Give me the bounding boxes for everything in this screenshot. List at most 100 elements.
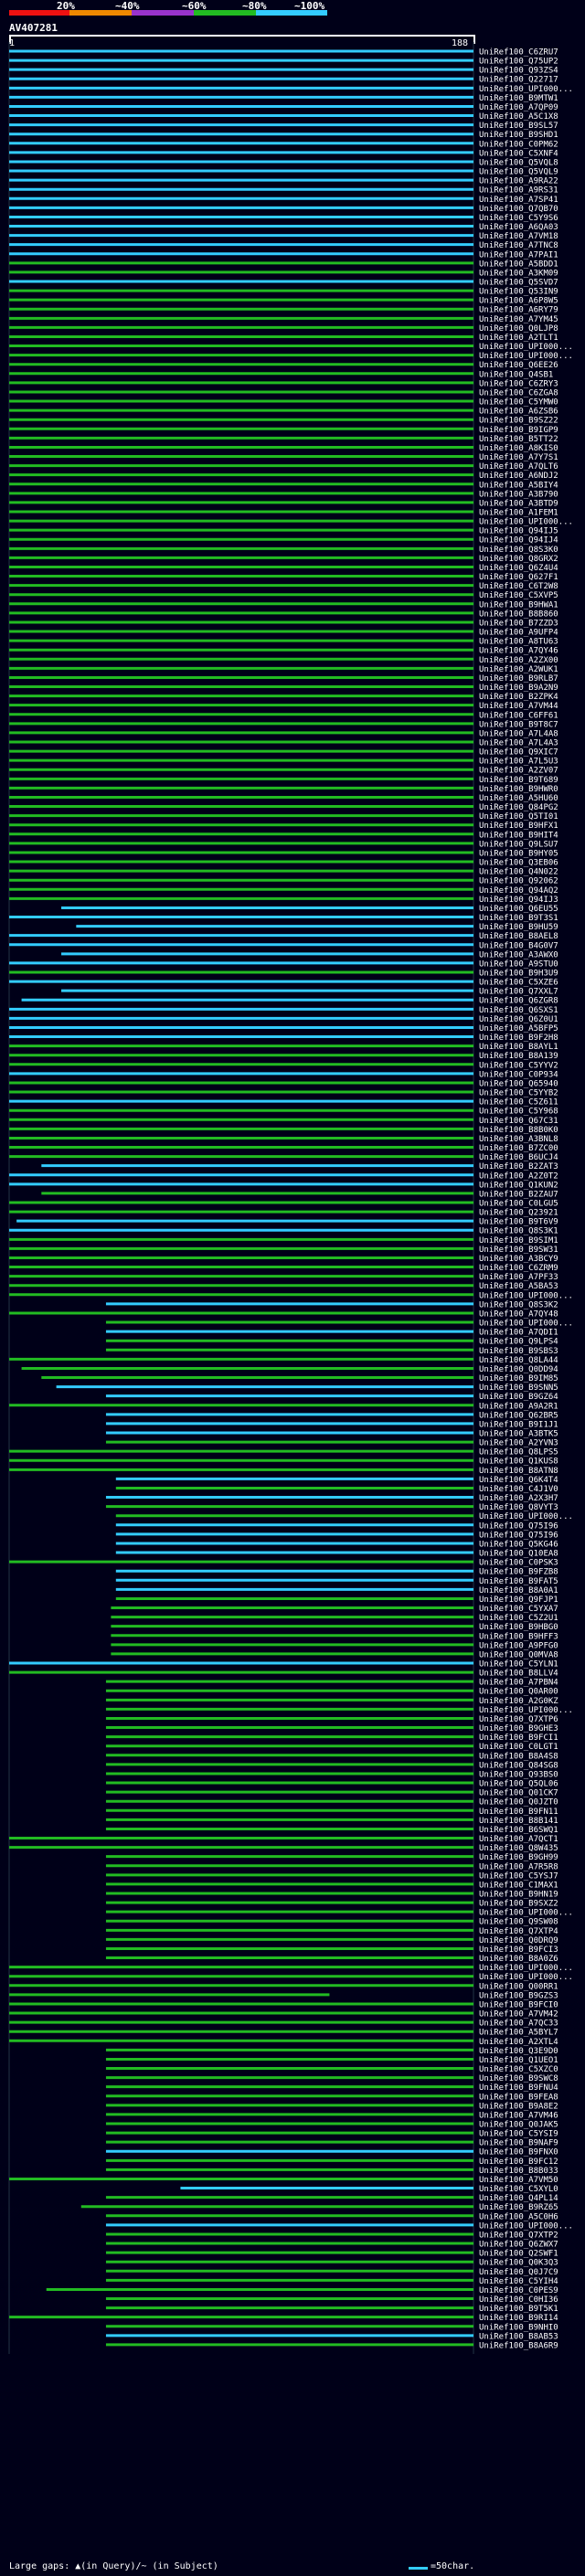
hit-label[interactable]: UniRef100_UPI000...	[479, 518, 573, 527]
hit-label[interactable]: UniRef100_C0P934	[479, 1070, 558, 1079]
hit-label[interactable]: UniRef100_UPI000...	[479, 1909, 573, 1918]
hit-label[interactable]: UniRef100_UPI000...	[479, 85, 573, 94]
hit-row[interactable]: UniRef100_A3BTK5	[105, 1430, 558, 1439]
hit-label[interactable]: UniRef100_B9HFX1	[479, 822, 558, 831]
hit-row[interactable]: UniRef100_Q9LPS4	[105, 1338, 558, 1347]
hit-label[interactable]: UniRef100_Q5TI01	[479, 812, 558, 822]
hit-label[interactable]: UniRef100_C6ZRY3	[479, 379, 558, 388]
hit-row[interactable]: UniRef100_Q0LJP8	[9, 324, 558, 334]
hit-row[interactable]: UniRef100_B6UCJ4	[9, 1153, 558, 1162]
hit-row[interactable]: UniRef100_C0LGT1	[105, 1743, 558, 1752]
hit-row[interactable]: UniRef100_C6ZGA8	[9, 388, 558, 398]
hit-row[interactable]: UniRef100_Q93ZS4	[9, 67, 558, 76]
hit-label[interactable]: UniRef100_Q0DD94	[479, 1365, 558, 1374]
hit-row[interactable]: UniRef100_B6SWQ1	[105, 1826, 558, 1835]
hit-row[interactable]: UniRef100_B8AYL1	[9, 1043, 558, 1052]
hit-row[interactable]: UniRef100_A9RS31	[9, 186, 558, 196]
hit-label[interactable]: UniRef100_Q0AR00	[479, 1688, 558, 1697]
hit-label[interactable]: UniRef100_Q5KG46	[479, 1540, 558, 1549]
hit-label[interactable]: UniRef100_C6ZGA8	[479, 388, 558, 398]
hit-label[interactable]: UniRef100_A9UFP4	[479, 629, 558, 638]
hit-row[interactable]: UniRef100_B8A6R9	[105, 2341, 558, 2350]
hit-row[interactable]: UniRef100_Q75I96	[115, 1521, 558, 1531]
hit-label[interactable]: UniRef100_B8A0A1	[479, 1586, 558, 1595]
hit-row[interactable]: UniRef100_C5XYL0	[180, 2185, 558, 2194]
hit-label[interactable]: UniRef100_UPI000...	[479, 1964, 573, 1973]
hit-label[interactable]: UniRef100_C5YLN1	[479, 1660, 558, 1670]
hit-label[interactable]: UniRef100_Q0JZT0	[479, 1798, 558, 1807]
hit-row[interactable]: UniRef100_B8B033	[105, 2167, 558, 2176]
hit-row[interactable]: UniRef100_A5BIY4	[9, 481, 558, 490]
hit-row[interactable]: UniRef100_A7QY46	[9, 647, 558, 656]
hit-row[interactable]: UniRef100_A7QCT1	[9, 1835, 558, 1844]
hit-row[interactable]: UniRef100_B9FCI3	[105, 1945, 558, 1955]
hit-label[interactable]: UniRef100_B4G0V7	[479, 941, 558, 950]
hit-row[interactable]: UniRef100_C5Z611	[9, 1098, 558, 1108]
hit-label[interactable]: UniRef100_C6FF61	[479, 711, 558, 720]
hit-row[interactable]: UniRef100_B8B0K0	[9, 1126, 558, 1135]
hit-row[interactable]: UniRef100_C0PSK3	[9, 1559, 558, 1568]
hit-row[interactable]: UniRef100_A7QDI1	[105, 1329, 558, 1338]
hit-label[interactable]: UniRef100_Q5SVD7	[479, 279, 558, 288]
hit-label[interactable]: UniRef100_Q94IJ5	[479, 527, 558, 536]
hit-row[interactable]: UniRef100_UPI000...	[105, 1320, 573, 1329]
hit-row[interactable]: UniRef100_Q3E9D0	[105, 2047, 558, 2056]
hit-row[interactable]: UniRef100_Q93BS0	[105, 1770, 558, 1779]
hit-row[interactable]: UniRef100_A5BDD1	[9, 260, 558, 269]
hit-label[interactable]: UniRef100_Q627F1	[479, 573, 558, 582]
hit-row[interactable]: UniRef100_Q9XIC7	[9, 748, 558, 758]
hit-label[interactable]: UniRef100_UPI000...	[479, 1512, 573, 1521]
hit-row[interactable]: UniRef100_A2WUK1	[9, 665, 558, 674]
hit-row[interactable]: UniRef100_A7QC33	[9, 2019, 558, 2029]
hit-label[interactable]: UniRef100_B9SWC8	[479, 2074, 558, 2083]
hit-row[interactable]: UniRef100_C6ZRY3	[9, 379, 558, 388]
hit-label[interactable]: UniRef100_Q4PL14	[479, 2194, 558, 2203]
hit-label[interactable]: UniRef100_UPI000...	[479, 343, 573, 352]
hit-label[interactable]: UniRef100_C5YYB2	[479, 1089, 558, 1098]
hit-row[interactable]: UniRef100_Q7XTP6	[105, 1715, 558, 1724]
hit-label[interactable]: UniRef100_B5TT22	[479, 435, 558, 444]
hit-row[interactable]: UniRef100_B9HN19	[105, 1891, 558, 1900]
hit-label[interactable]: UniRef100_Q75I96	[479, 1531, 558, 1540]
hit-row[interactable]: UniRef100_B9T8C7	[9, 720, 558, 729]
hit-row[interactable]: UniRef100_C0LGU5	[9, 1200, 558, 1209]
hit-row[interactable]: UniRef100_A3BTD9	[9, 499, 558, 508]
hit-row[interactable]: UniRef100_Q94IJ3	[9, 896, 558, 905]
hit-row[interactable]: UniRef100_C5Y968	[9, 1108, 558, 1117]
hit-row[interactable]: UniRef100_Q00RR1	[9, 1982, 558, 1991]
hit-row[interactable]: UniRef100_C5YIH4	[105, 2277, 558, 2286]
hit-row[interactable]: UniRef100_A8KIS0	[9, 444, 558, 453]
hit-row[interactable]: UniRef100_B9SIM1	[9, 1236, 558, 1246]
hit-row[interactable]: UniRef100_A6P8W5	[9, 297, 558, 306]
hit-row[interactable]: UniRef100_B8B860	[9, 610, 558, 619]
hit-label[interactable]: UniRef100_Q75I96	[479, 1521, 558, 1531]
hit-label[interactable]: UniRef100_Q22717	[479, 76, 558, 85]
hit-row[interactable]: UniRef100_C6ZRU7	[9, 48, 558, 58]
hit-label[interactable]: UniRef100_Q6EE26	[479, 361, 558, 370]
hit-row[interactable]: UniRef100_A7L4A8	[9, 729, 558, 738]
hit-label[interactable]: UniRef100_A7PF33	[479, 1273, 558, 1282]
hit-row[interactable]: UniRef100_A2G0KZ	[105, 1697, 558, 1706]
hit-label[interactable]: UniRef100_B9NHI0	[479, 2323, 558, 2332]
hit-row[interactable]: UniRef100_B9FAT5	[115, 1577, 558, 1586]
hit-label[interactable]: UniRef100_B9FZB8	[479, 1568, 558, 1577]
hit-label[interactable]: UniRef100_B9IGP9	[479, 426, 558, 435]
hit-row[interactable]: UniRef100_Q8LPS5	[9, 1448, 558, 1458]
hit-label[interactable]: UniRef100_A7L4A3	[479, 739, 558, 748]
hit-label[interactable]: UniRef100_B9MTW1	[479, 94, 558, 103]
hit-label[interactable]: UniRef100_C5YXA7	[479, 1605, 558, 1614]
hit-row[interactable]: UniRef100_Q9SW08	[105, 1918, 558, 1927]
hit-label[interactable]: UniRef100_Q7XXL7	[479, 988, 558, 997]
hit-row[interactable]: UniRef100_B9NHI0	[105, 2323, 558, 2332]
hit-label[interactable]: UniRef100_Q6Z0U1	[479, 1015, 558, 1024]
hit-row[interactable]: UniRef100_B7ZZD3	[9, 619, 558, 628]
hit-row[interactable]: UniRef100_Q6EE26	[9, 361, 558, 370]
hit-label[interactable]: UniRef100_Q9XIC7	[479, 748, 558, 758]
hit-row[interactable]: UniRef100_A2Z0T2	[9, 1171, 558, 1181]
hit-row[interactable]: UniRef100_Q53IN9	[9, 288, 558, 297]
hit-label[interactable]: UniRef100_C5XZE6	[479, 979, 558, 988]
hit-row[interactable]: UniRef100_A2X3H7	[105, 1494, 558, 1503]
hit-row[interactable]: UniRef100_B9FNX0	[105, 2148, 558, 2157]
hit-label[interactable]: UniRef100_Q6SXS1	[479, 1006, 558, 1015]
hit-label[interactable]: UniRef100_Q8S3K2	[479, 1300, 558, 1309]
